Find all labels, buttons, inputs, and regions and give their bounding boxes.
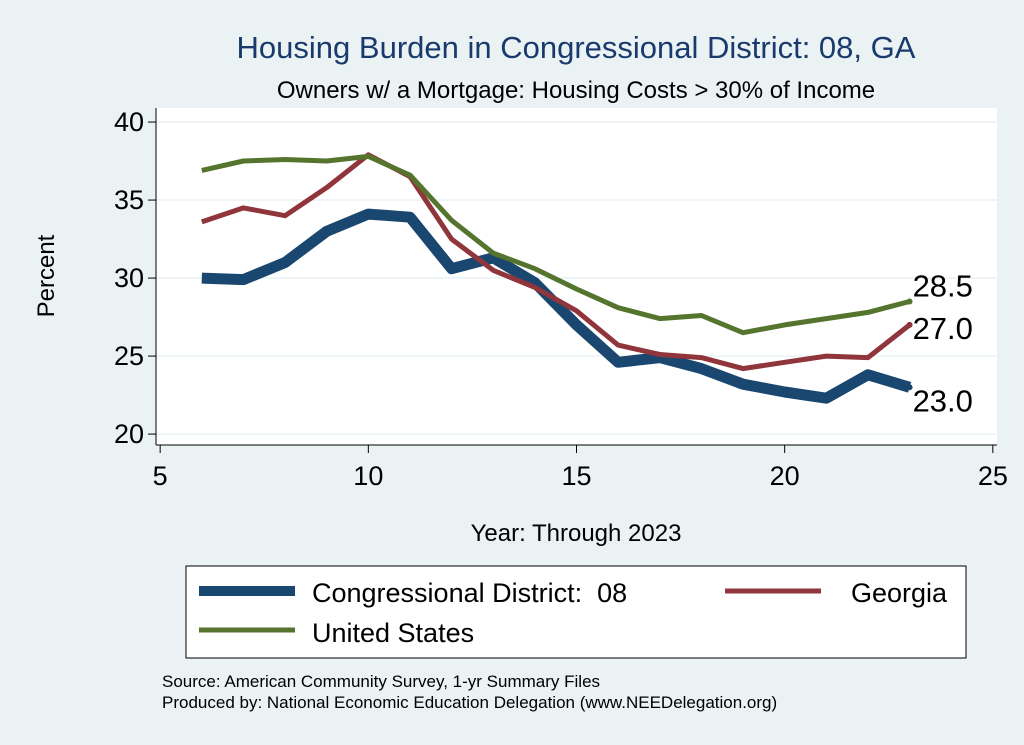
chart-subtitle: Owners w/ a Mortgage: Housing Costs > 30…	[277, 77, 875, 104]
legend-label-georgia: Georgia	[851, 578, 948, 608]
gridlines	[156, 121, 997, 435]
y-tick-label: 30	[114, 263, 144, 293]
legend-box	[185, 565, 967, 659]
y-axis-title: Percent	[33, 234, 60, 317]
x-tick-label: 15	[561, 461, 591, 491]
series-line-georgia	[201, 152, 912, 372]
y-tick-label: 20	[114, 419, 144, 449]
x-tick-label: 25	[978, 461, 1008, 491]
x-tick-label: 5	[153, 461, 168, 491]
x-axis-title: Year: Through 2023	[471, 520, 682, 547]
legend-label-district: Congressional District: 08	[312, 578, 627, 608]
x-tick-label: 20	[770, 461, 800, 491]
series-end-marker	[906, 298, 913, 305]
series-line-united-states	[201, 153, 911, 336]
series-line-congressional-district-08	[201, 208, 912, 404]
y-tick-label: 40	[114, 107, 144, 137]
plot-area	[156, 108, 997, 445]
end-labels: 23.0 27.0 28.5	[913, 268, 973, 418]
producer-note: Produced by: National Economic Education…	[162, 693, 777, 712]
y-tick-label: 25	[114, 341, 144, 371]
legend-label-us: United States	[312, 618, 474, 648]
series-end-marker	[906, 321, 913, 328]
end-value-label: 23.0	[913, 383, 973, 418]
chart-title: Housing Burden in Congressional District…	[237, 30, 916, 65]
source-note: Source: American Community Survey, 1-yr …	[162, 672, 600, 691]
series-lines	[201, 152, 913, 404]
ticks: 20 25 30 35 40 5 10 15 20 25	[114, 107, 1008, 491]
y-tick-label: 35	[114, 185, 144, 215]
series-end-marker	[906, 384, 913, 391]
end-value-label: 28.5	[913, 268, 973, 303]
x-tick-label: 10	[353, 461, 383, 491]
end-value-label: 27.0	[913, 311, 973, 346]
